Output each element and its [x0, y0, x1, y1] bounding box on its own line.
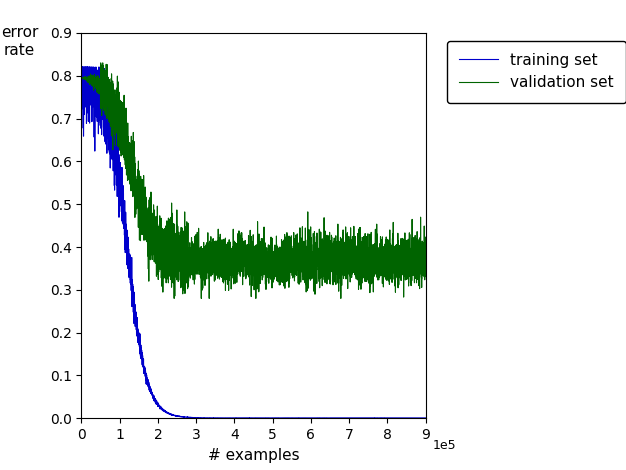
training set — [371, 415, 378, 421]
training set — [140, 363, 148, 369]
Text: 1e5: 1e5 — [433, 439, 456, 453]
training set — [78, 64, 85, 70]
training set — [422, 415, 429, 421]
validation set — [170, 296, 178, 301]
Legend: training set, validation set: training set, validation set — [447, 40, 625, 102]
training set — [361, 415, 368, 421]
validation set — [97, 60, 105, 66]
Line: training set: training set — [81, 67, 426, 418]
training set — [209, 415, 217, 421]
Y-axis label: error
rate: error rate — [1, 25, 38, 58]
validation set — [78, 75, 85, 80]
X-axis label: # examples: # examples — [208, 447, 299, 462]
Line: validation set: validation set — [81, 63, 426, 298]
validation set — [209, 237, 217, 243]
validation set — [140, 234, 148, 240]
training set — [78, 98, 85, 103]
validation set — [422, 245, 429, 251]
validation set — [335, 269, 342, 275]
validation set — [284, 261, 292, 266]
validation set — [302, 244, 309, 250]
validation set — [361, 271, 368, 277]
training set — [302, 415, 309, 421]
training set — [334, 415, 342, 421]
training set — [284, 415, 292, 421]
